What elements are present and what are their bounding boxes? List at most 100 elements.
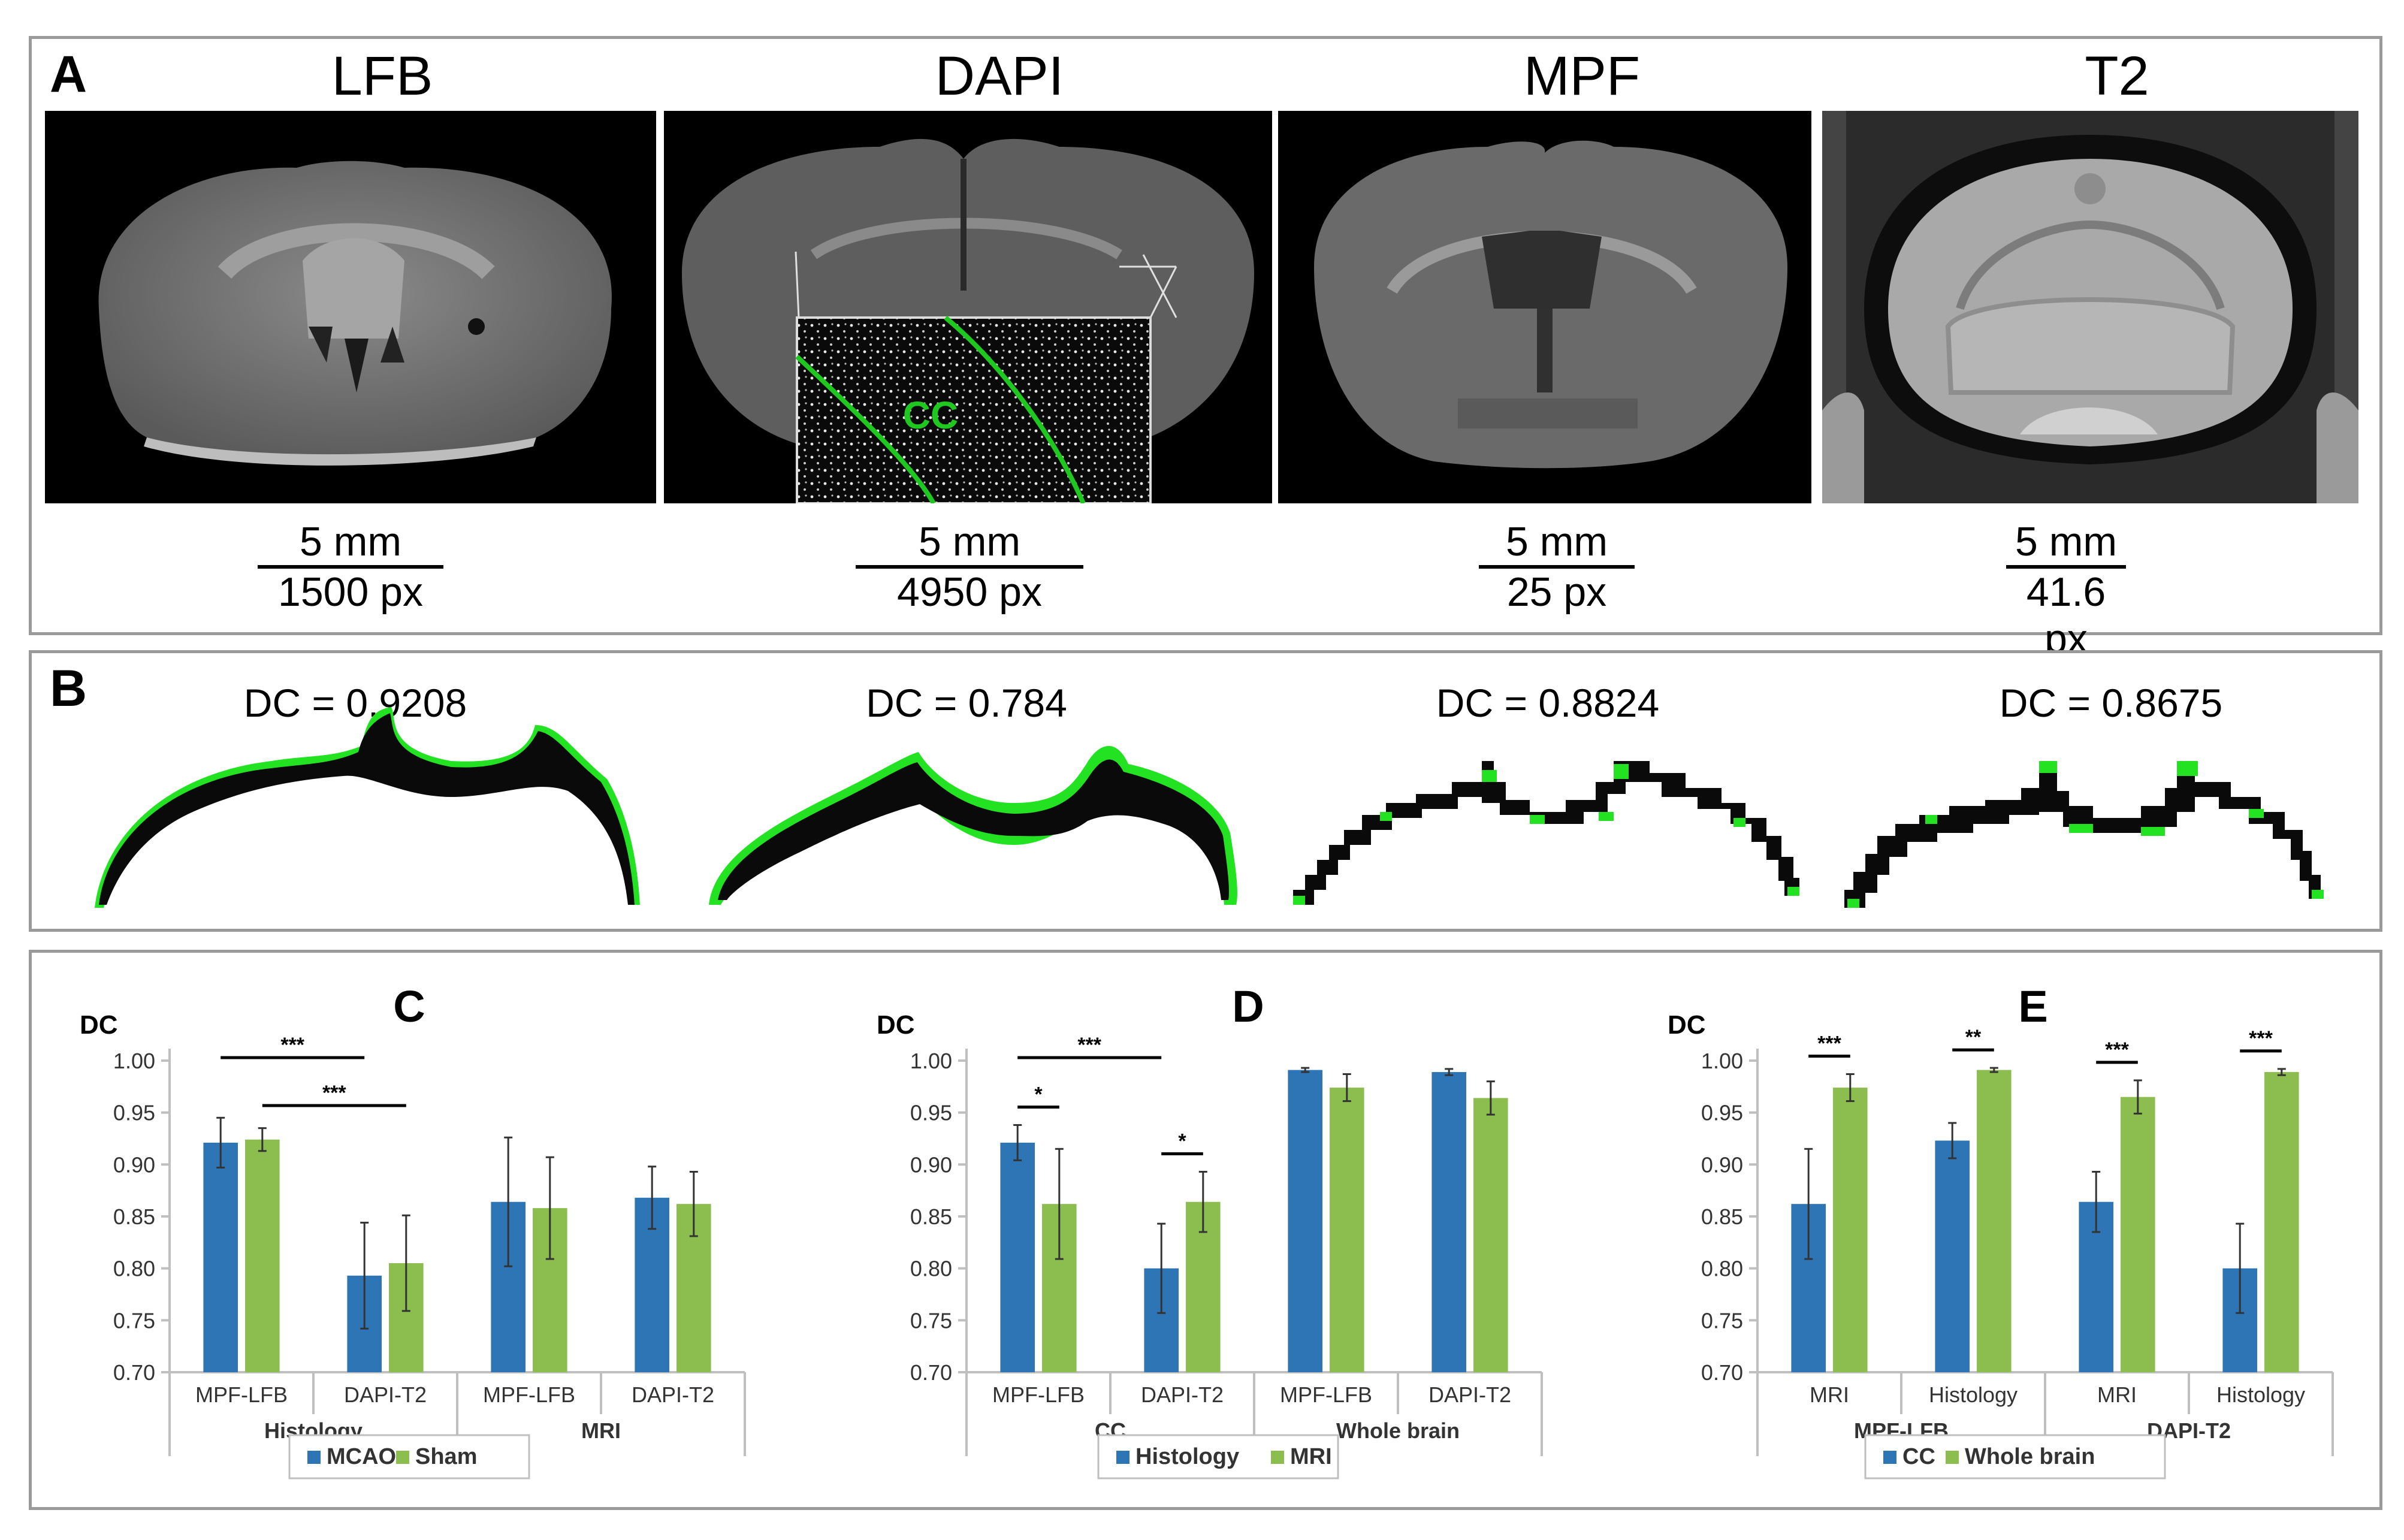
chart-d-ytick-label: 0.90 [910,1152,952,1177]
chart-e-ytick-label: 0.95 [1701,1101,1743,1125]
chart-e-legend-swatch [1946,1451,1959,1464]
chart-d-bar [1431,1072,1466,1372]
chart-d-ylabel: DC [877,1010,915,1040]
t2-scale-bar [2006,565,2126,569]
chart-c-ytick-label: 1.00 [113,1049,155,1073]
panel-d-label: D [1232,982,1264,1031]
chart-e-legend-label: CC [1902,1444,1935,1469]
chart-d-bar [1473,1098,1508,1372]
chart-e-sig-label: *** [1817,1032,1841,1055]
chart-d-legend-swatch [1271,1451,1284,1464]
chart-e-bar [1833,1088,1868,1372]
chart-c-category-label: MPF-LFB [483,1382,575,1407]
chart-d-ytick-label: 0.70 [910,1360,952,1385]
t2-scale: 5 mm 41.6 px [2006,518,2126,662]
mpf-scale: 5 mm 25 px [1479,518,1635,615]
chart-d-bar [1000,1142,1035,1372]
chart-d-bar [1330,1088,1364,1372]
chart-e-ytick-label: 0.85 [1701,1204,1743,1229]
t2-image [1822,111,2358,503]
chart-e-legend [1864,1434,2166,1479]
chart-e-ytick-label: 0.70 [1701,1360,1743,1385]
panel-cde: C DC 0.70 0.75 0.80 0.85 0.90 0.95 1.00 MPF-LFB DA… [29,950,2382,1510]
chart-d-ytick-label: 0.75 [910,1308,952,1333]
chart-d-category-label: MPF-LFB [992,1382,1085,1407]
cc-mask-lfb [95,707,640,908]
bar-charts: C DC 0.70 0.75 0.80 0.85 0.90 0.95 1.00 MPF-LFB DA… [80,982,2334,1479]
cc-mask-dapi [709,745,1237,905]
cc-inset-label: CC [903,394,958,437]
dapi-title: DAPI [935,46,1064,107]
chart-c-sig-label: *** [280,1034,304,1056]
chart-c-legend-label: MCAO [327,1444,396,1469]
chart-d-ytick-label: 1.00 [910,1049,952,1073]
chart-d-sig-label: *** [1077,1034,1101,1056]
chart-d-category-label: DAPI-T2 [1141,1382,1224,1407]
chart-c-sig-label: *** [322,1082,346,1104]
lfb-scale-bar [258,565,443,569]
mpf-scale-px: 25 px [1506,569,1607,615]
chart-e-legend-label: Whole brain [1965,1444,2095,1469]
chart-e-bar [2121,1097,2155,1372]
lfb-scale-mm: 5 mm [300,519,401,564]
t2-title: T2 [2085,46,2149,107]
mpf-title: MPF [1523,46,1641,107]
chart-d-bar [1288,1070,1322,1372]
chart-e-ytick-label: 0.80 [1701,1257,1743,1281]
chart-c-bar [203,1142,238,1372]
chart-e-category-label: MRI [2097,1382,2137,1407]
chart-c-ytick-label: 0.90 [113,1152,155,1177]
dapi-scale-mm: 5 mm [919,519,1020,564]
chart-c-category-label: MPF-LFB [195,1382,288,1407]
lfb-scale: 5 mm 1500 px [258,518,443,615]
chart-e-sig-label: *** [2105,1038,2129,1061]
chart-c-group-label: MRI [581,1418,621,1443]
chart-e-category-label: Histology [1929,1382,2018,1407]
lfb-title: LFB [331,46,433,107]
chart-d-legend [1097,1434,1339,1479]
chart-e-bar [1977,1070,2012,1372]
panel-e-label: E [2018,982,2047,1031]
chart-d-group-label: Whole brain [1336,1418,1460,1443]
chart-d-sig-label: * [1178,1130,1186,1152]
dc-value-dapi: DC = 0.784 [866,681,1067,725]
lfb-image [45,111,656,503]
panel-a-label: A [50,46,87,103]
chart-e-ytick-label: 0.90 [1701,1152,1743,1177]
chart-e-sig-label: ** [1965,1026,1982,1049]
chart-e-bar [1935,1140,1970,1372]
chart-c-category-label: DAPI-T2 [344,1382,427,1407]
chart-d-sig-label: * [1034,1083,1043,1106]
chart-d-legend-label: Histology [1135,1444,1239,1469]
chart-d-ytick-label: 0.95 [910,1101,952,1125]
chart-d-legend-label: MRI [1290,1444,1332,1469]
panel-a: A LFB DAPI MPF T2 [29,36,2382,662]
chart-c-legend-label: Sham [415,1444,477,1469]
chart-c-ytick-label: 0.95 [113,1101,155,1125]
chart-d-category-label: MPF-LFB [1280,1382,1372,1407]
chart-d-legend-swatch [1116,1451,1129,1464]
t2-scale-mm: 5 mm [2015,519,2117,564]
dc-value-t2: DC = 0.8675 [1999,681,2223,725]
chart-e-sig-label: *** [2249,1027,2273,1050]
cc-mask-mpf [1293,761,1799,905]
chart-e-legend-swatch [1883,1451,1896,1464]
chart-d-category-label: DAPI-T2 [1428,1382,1511,1407]
dapi-scale-px: 4950 px [897,569,1042,615]
lfb-scale-px: 1500 px [278,569,423,615]
chart-d-ytick-label: 0.85 [910,1204,952,1229]
panel-b: B DC = 0.9208 DC = 0.784 DC = 0.8824 DC … [29,650,2382,932]
chart-c-ytick-label: 0.85 [113,1204,155,1229]
chart-e-ytick-label: 1.00 [1701,1049,1743,1073]
chart-e-category-label: MRI [1810,1382,1849,1407]
dapi-scale: 5 mm 4950 px [856,518,1083,615]
chart-c-legend-swatch [396,1451,409,1464]
dc-value-mpf: DC = 0.8824 [1436,681,1660,725]
dapi-image: CC [664,111,1272,503]
chart-e-category-label: Histology [2216,1382,2305,1407]
chart-c-ytick-label: 0.75 [113,1308,155,1333]
mpf-scale-mm: 5 mm [1506,519,1608,564]
panel-c-label: C [393,982,425,1031]
chart-c-legend-swatch [307,1451,321,1464]
dc-value-lfb: DC = 0.9208 [243,681,467,725]
